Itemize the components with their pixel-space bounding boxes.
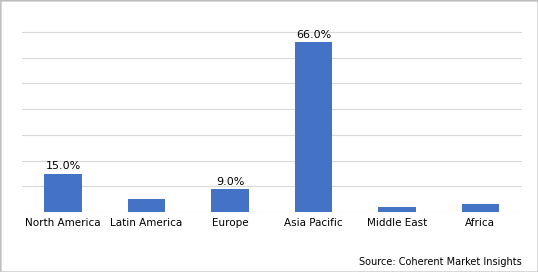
Bar: [295, 42, 332, 212]
Bar: [378, 207, 416, 212]
Bar: [44, 174, 82, 212]
Text: 66.0%: 66.0%: [296, 30, 331, 40]
Bar: [462, 205, 499, 212]
Bar: [211, 189, 249, 212]
Text: Source: Coherent Market Insights: Source: Coherent Market Insights: [359, 256, 522, 267]
Text: 9.0%: 9.0%: [216, 177, 244, 187]
Bar: [128, 199, 165, 212]
Text: 15.0%: 15.0%: [45, 162, 81, 171]
